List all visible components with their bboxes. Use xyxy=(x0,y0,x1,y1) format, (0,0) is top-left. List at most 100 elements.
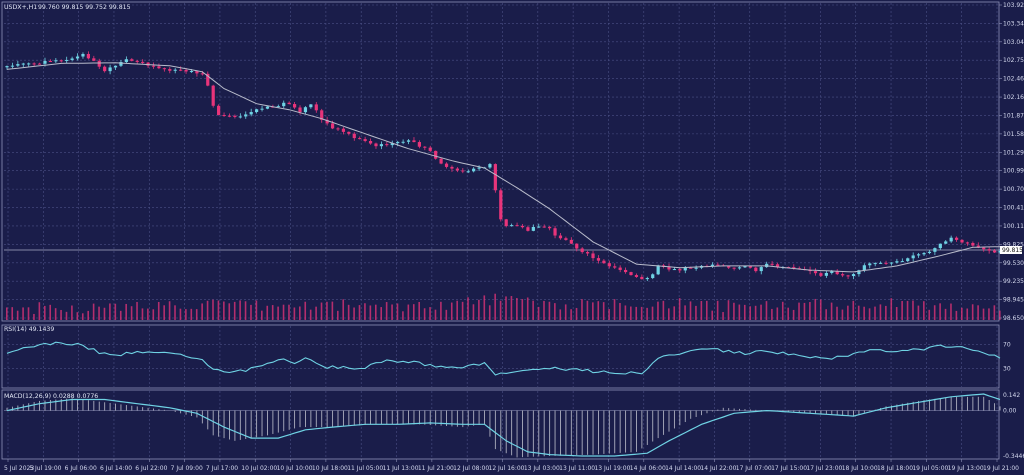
candle-bull xyxy=(276,106,280,108)
candle-bear xyxy=(564,238,568,240)
candle-bear xyxy=(347,131,351,134)
volume-bar xyxy=(299,306,301,320)
rsi-axis-label: 30 xyxy=(1003,366,1011,373)
candle-bear xyxy=(325,119,329,124)
time-tick-label: 14 Jul 14:00 xyxy=(665,465,701,472)
candle-bull xyxy=(5,66,9,68)
time-tick-label: 19 Jul 13:00 xyxy=(948,465,984,472)
price-tick-label: 99.530 xyxy=(1003,260,1024,267)
candle-bear xyxy=(634,275,639,277)
volume-bar xyxy=(450,302,453,320)
volume-bar xyxy=(342,299,345,320)
candle-bear xyxy=(667,266,671,270)
volume-bar xyxy=(353,307,355,320)
candle-bear xyxy=(727,266,731,268)
price-tick-label: 103.340 xyxy=(1003,20,1024,27)
candle-bull xyxy=(124,59,128,63)
volume-bar xyxy=(564,304,567,320)
time-tick-label: 11 Jul 13:00 xyxy=(383,465,419,472)
volume-bar xyxy=(575,307,578,320)
macd-header: MACD(12,26,9) 0.0288 0.0776 xyxy=(4,393,98,400)
candle-bear xyxy=(48,61,53,63)
volume-bar xyxy=(461,301,464,320)
candle-bear xyxy=(748,266,752,268)
candle-bear xyxy=(368,141,373,144)
candle-bear xyxy=(211,85,215,106)
candle-bull xyxy=(238,116,242,118)
candle-bear xyxy=(292,104,297,108)
candle-bear xyxy=(59,60,63,62)
candle-bull xyxy=(108,67,112,72)
candle-bear xyxy=(320,110,324,120)
volume-bar xyxy=(228,303,231,320)
candle-bear xyxy=(434,150,438,159)
volume-bar xyxy=(304,301,307,320)
candle-bear xyxy=(32,63,36,65)
volume-bar xyxy=(244,301,247,320)
volume-bar xyxy=(630,306,632,320)
price-tick-label: 101.290 xyxy=(1003,149,1024,156)
candle-bear xyxy=(732,267,736,269)
volume-bar xyxy=(776,307,779,320)
volume-bar xyxy=(510,296,513,320)
volume-bars xyxy=(6,293,1001,320)
candle-bear xyxy=(444,163,449,167)
candle-bull xyxy=(656,265,660,275)
volume-bar xyxy=(277,306,279,320)
candle-bear xyxy=(640,276,644,280)
candle-bear xyxy=(499,190,503,220)
volume-bar xyxy=(901,300,903,320)
volume-bar xyxy=(868,308,871,320)
time-tick-label: 5 Jul 19:00 xyxy=(29,465,61,472)
volume-bar xyxy=(592,302,594,320)
time-tick-label: 7 Jul 17:00 xyxy=(206,465,238,472)
volume-bar xyxy=(185,309,187,320)
candle-bear xyxy=(363,139,367,142)
volume-bar xyxy=(488,305,491,320)
volume-bar xyxy=(282,304,285,320)
candle-bear xyxy=(97,60,101,67)
volume-bar xyxy=(201,303,203,320)
current-price-box xyxy=(1000,245,1022,254)
volume-bar xyxy=(434,309,437,320)
volume-bar xyxy=(841,309,844,320)
volume-bar xyxy=(993,305,996,320)
time-tick-label: 7 Jul 09:00 xyxy=(171,465,203,472)
volume-bar xyxy=(879,304,882,320)
candle-bull xyxy=(944,241,948,244)
candle-bear xyxy=(819,273,823,276)
volume-bar xyxy=(581,299,583,320)
time-tick-label: 13 Jul 11:00 xyxy=(559,465,595,472)
volume-bar xyxy=(60,309,62,320)
candle-bear xyxy=(352,133,356,139)
volume-bar xyxy=(16,310,19,320)
volume-bar xyxy=(49,304,52,320)
volume-bar xyxy=(369,305,372,320)
time-tick-label: 13 Jul 19:00 xyxy=(594,465,630,472)
candle-bear xyxy=(792,267,796,269)
candle-bull xyxy=(244,114,248,117)
volume-bar xyxy=(320,302,323,320)
candle-bear xyxy=(607,263,611,267)
volume-bar xyxy=(668,308,670,320)
volume-bar xyxy=(380,307,383,320)
volume-bar xyxy=(125,303,127,320)
volume-bar xyxy=(727,300,730,320)
candlesticks xyxy=(5,51,1002,282)
candle-bull xyxy=(737,267,742,269)
candle-bull xyxy=(119,62,123,66)
candle-bear xyxy=(217,105,221,115)
candle-bull xyxy=(879,262,883,264)
macd-axis-label: 0.00 xyxy=(1003,408,1017,415)
volume-bar xyxy=(255,300,258,320)
volume-bar xyxy=(933,305,936,320)
volume-bar xyxy=(499,300,502,320)
candle-bull xyxy=(645,278,649,280)
volume-bar xyxy=(396,303,399,320)
volume-bar xyxy=(483,295,486,320)
candle-bear xyxy=(558,235,563,239)
volume-bar xyxy=(505,296,507,320)
volume-bar xyxy=(190,308,193,320)
